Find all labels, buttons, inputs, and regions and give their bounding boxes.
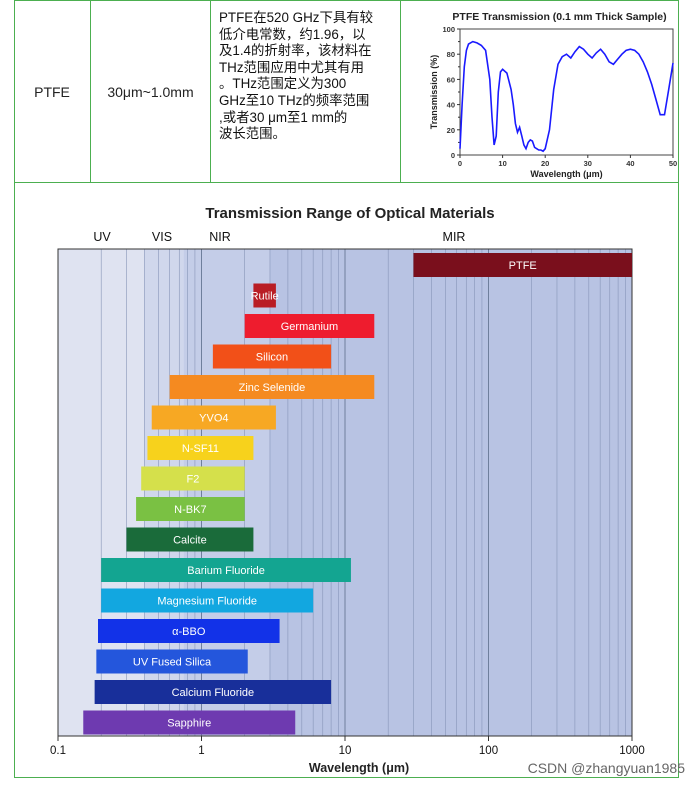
material-label: Sapphire [167, 718, 211, 730]
x-tick-label: 20 [541, 159, 549, 168]
x-tick-label: 0.1 [50, 745, 66, 757]
description-line: 低介电常数，约1.96，以 [219, 26, 366, 42]
material-label: Germanium [281, 321, 338, 333]
description-line: 波长范围。 [219, 126, 286, 142]
watermark: CSDN @zhangyuan1985 [527, 760, 685, 776]
material-label: Zinc Selenide [239, 382, 306, 394]
y-tick-label: 100 [442, 25, 455, 34]
material-label: Rutile [251, 291, 279, 303]
material-bar [126, 527, 254, 552]
chart-title: PTFE Transmission (0.1 mm Thick Sample) [452, 11, 666, 23]
material-bar [94, 680, 332, 704]
description-line: ,或者30 μm至1 mm的 [219, 109, 348, 125]
region-label: UV [93, 230, 111, 244]
x-tick-label: 100 [479, 745, 498, 757]
material-bar [244, 314, 375, 338]
description-line: GHz至10 THz的频率范围 [219, 92, 370, 108]
material-label: α-BBO [172, 626, 206, 638]
material-bar [169, 375, 375, 399]
transmission-series-line [459, 40, 674, 153]
x-tick-label: 50 [669, 159, 677, 168]
region-label: VIS [152, 230, 172, 244]
material-label: N-BK7 [174, 504, 206, 516]
description-line: THz范围应用中尤其有用 [219, 59, 365, 75]
material-name: PTFE [34, 83, 70, 100]
x-tick-label: 10 [498, 159, 506, 168]
wavelength-range: 30μm~1.0mm [107, 83, 194, 100]
material-label: N-SF11 [182, 443, 219, 455]
table-frame [14, 0, 679, 778]
material-bar [413, 253, 632, 277]
x-tick-label: 10 [339, 745, 352, 757]
material-bar [253, 283, 276, 308]
x-tick-label: 1 [198, 745, 204, 757]
x-tick-label: 40 [626, 159, 634, 168]
y-tick-label: 80 [447, 50, 455, 59]
region-label: NIR [209, 230, 231, 244]
material-bar [151, 405, 276, 430]
x-axis-label: Wavelength (μm) [530, 169, 602, 179]
material-label: F2 [187, 474, 200, 486]
material-bar [212, 344, 332, 369]
ptfe-transmission-chart: PTFE Transmission (0.1 mm Thick Sample) 0… [429, 11, 677, 179]
y-tick-label: 0 [451, 151, 455, 160]
y-tick-label: 60 [447, 75, 455, 84]
material-label: Calcium Fluoride [172, 687, 255, 699]
material-label: Barium Fluoride [187, 565, 265, 577]
material-name-cell: PTFE [14, 0, 91, 183]
table-row: PTFE 30μm~1.0mm PTFE在520 GHz下具有较 低介电常数，约1… [14, 0, 679, 183]
material-bar [96, 649, 248, 674]
material-bar [98, 619, 280, 643]
material-bar [83, 710, 296, 735]
description-text: PTFE在520 GHz下具有较 低介电常数，约1.96，以 及1.4的折射率，该材… [219, 10, 373, 143]
description-line: 。THz范围定义为300 [219, 76, 347, 92]
material-label: Magnesium Fluoride [157, 596, 257, 608]
transmission-range-chart: Transmission Range of Optical Materials U… [50, 205, 645, 775]
material-label: YVO4 [199, 413, 228, 425]
description-line: 及1.4的折射率，该材料在 [219, 43, 372, 59]
x-axis-label: Wavelength (μm) [309, 761, 409, 775]
x-tick-label: 30 [584, 159, 592, 168]
material-bar [101, 588, 314, 613]
material-bar [147, 436, 254, 460]
material-bar [136, 497, 245, 521]
plot-cell: PTFE Transmission (0.1 mm Thick Sample) 0… [401, 0, 679, 183]
y-axis-label: Transmission (%) [429, 55, 439, 130]
x-tick-label: 1000 [619, 745, 645, 757]
transmission-range-chart-area: Transmission Range of Optical Materials U… [14, 184, 679, 778]
material-label: PTFE [509, 260, 537, 272]
description-cell: PTFE在520 GHz下具有较 低介电常数，约1.96，以 及1.4的折射率，该材… [211, 0, 401, 183]
chart-title: Transmission Range of Optical Materials [205, 205, 494, 222]
y-tick-label: 20 [447, 126, 455, 135]
material-bar [141, 466, 245, 491]
description-line: PTFE在520 GHz下具有较 [219, 10, 374, 25]
material-label: Silicon [256, 352, 288, 364]
y-tick-label: 40 [447, 101, 455, 110]
range-cell: 30μm~1.0mm [91, 0, 211, 183]
material-label: Calcite [173, 535, 207, 547]
x-tick-label: 0 [458, 159, 462, 168]
material-label: UV Fused Silica [133, 657, 212, 669]
plot-frame [459, 28, 674, 156]
region-label: MIR [443, 230, 466, 244]
material-bar [101, 558, 351, 582]
